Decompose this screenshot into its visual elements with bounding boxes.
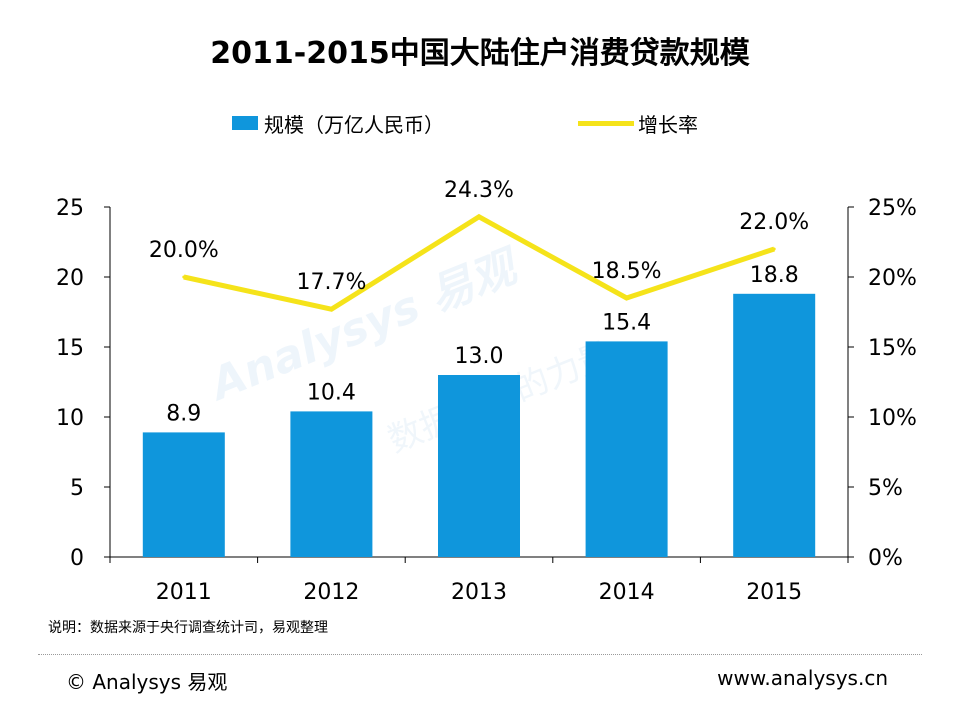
bar-2015 (733, 293, 816, 557)
legend-bar-label: 规模（万亿人民币） (264, 112, 444, 137)
legend-bar-swatch (232, 116, 258, 130)
growth-point-2012 (329, 307, 333, 311)
legend-bar: 规模（万亿人民币） (232, 108, 444, 138)
left-axis-tick-label: 25 (56, 196, 84, 221)
footer-url: www.analysys.cn (717, 666, 888, 690)
chart-title: 2011-2015中国大陆住户消费贷款规模 (210, 36, 750, 71)
right-axis-tick-label: 15% (868, 336, 917, 361)
growth-value-label: 18.5% (592, 259, 662, 284)
right-axis-tick-label: 25% (868, 196, 917, 221)
growth-point-2015 (772, 247, 776, 251)
growth-value-label: 24.3% (444, 178, 514, 203)
left-axis-tick-label: 15 (56, 336, 84, 361)
bar-value-label: 18.8 (750, 263, 799, 288)
legend-line-swatch (578, 120, 634, 126)
growth-point-2014 (625, 296, 629, 300)
bar-value-label: 8.9 (166, 401, 201, 426)
right-axis-tick-label: 0% (868, 546, 903, 571)
bar-2011 (142, 432, 225, 557)
footer-copyright: © Analysys 易观 (66, 670, 228, 694)
growth-value-label: 22.0% (739, 210, 809, 235)
growth-value-label: 20.0% (149, 238, 219, 263)
left-axis-tick-label: 0 (70, 546, 84, 571)
growth-value-label: 17.7% (296, 270, 366, 295)
right-axis-tick-label: 5% (868, 476, 903, 501)
x-axis-tick-label: 2015 (746, 580, 802, 605)
x-axis-tick-label: 2011 (156, 580, 212, 605)
source-note: 说明：数据来源于央行调查统计司，易观整理 (48, 620, 328, 636)
legend-line-label: 增长率 (638, 112, 698, 137)
right-axis-tick-label: 20% (868, 266, 917, 291)
bar-value-label: 15.4 (602, 310, 651, 335)
right-axis-tick-label: 10% (868, 406, 917, 431)
bar-value-label: 13.0 (455, 344, 504, 369)
growth-point-2011 (182, 275, 186, 279)
bar-2014 (585, 341, 668, 557)
x-axis-tick-label: 2012 (303, 580, 359, 605)
bar-2013 (438, 375, 520, 557)
left-axis-tick-label: 10 (56, 406, 84, 431)
bar-2012 (290, 411, 373, 557)
footer-divider (38, 654, 922, 655)
legend-line: 增长率 (578, 108, 698, 138)
left-axis-tick-label: 20 (56, 266, 84, 291)
x-axis-tick-label: 2013 (451, 580, 507, 605)
growth-point-2013 (477, 215, 481, 219)
growth-rate-line (183, 213, 775, 312)
bar-value-label: 10.4 (307, 380, 356, 405)
x-axis-tick-label: 2014 (599, 580, 655, 605)
left-axis-tick-label: 5 (70, 476, 84, 501)
